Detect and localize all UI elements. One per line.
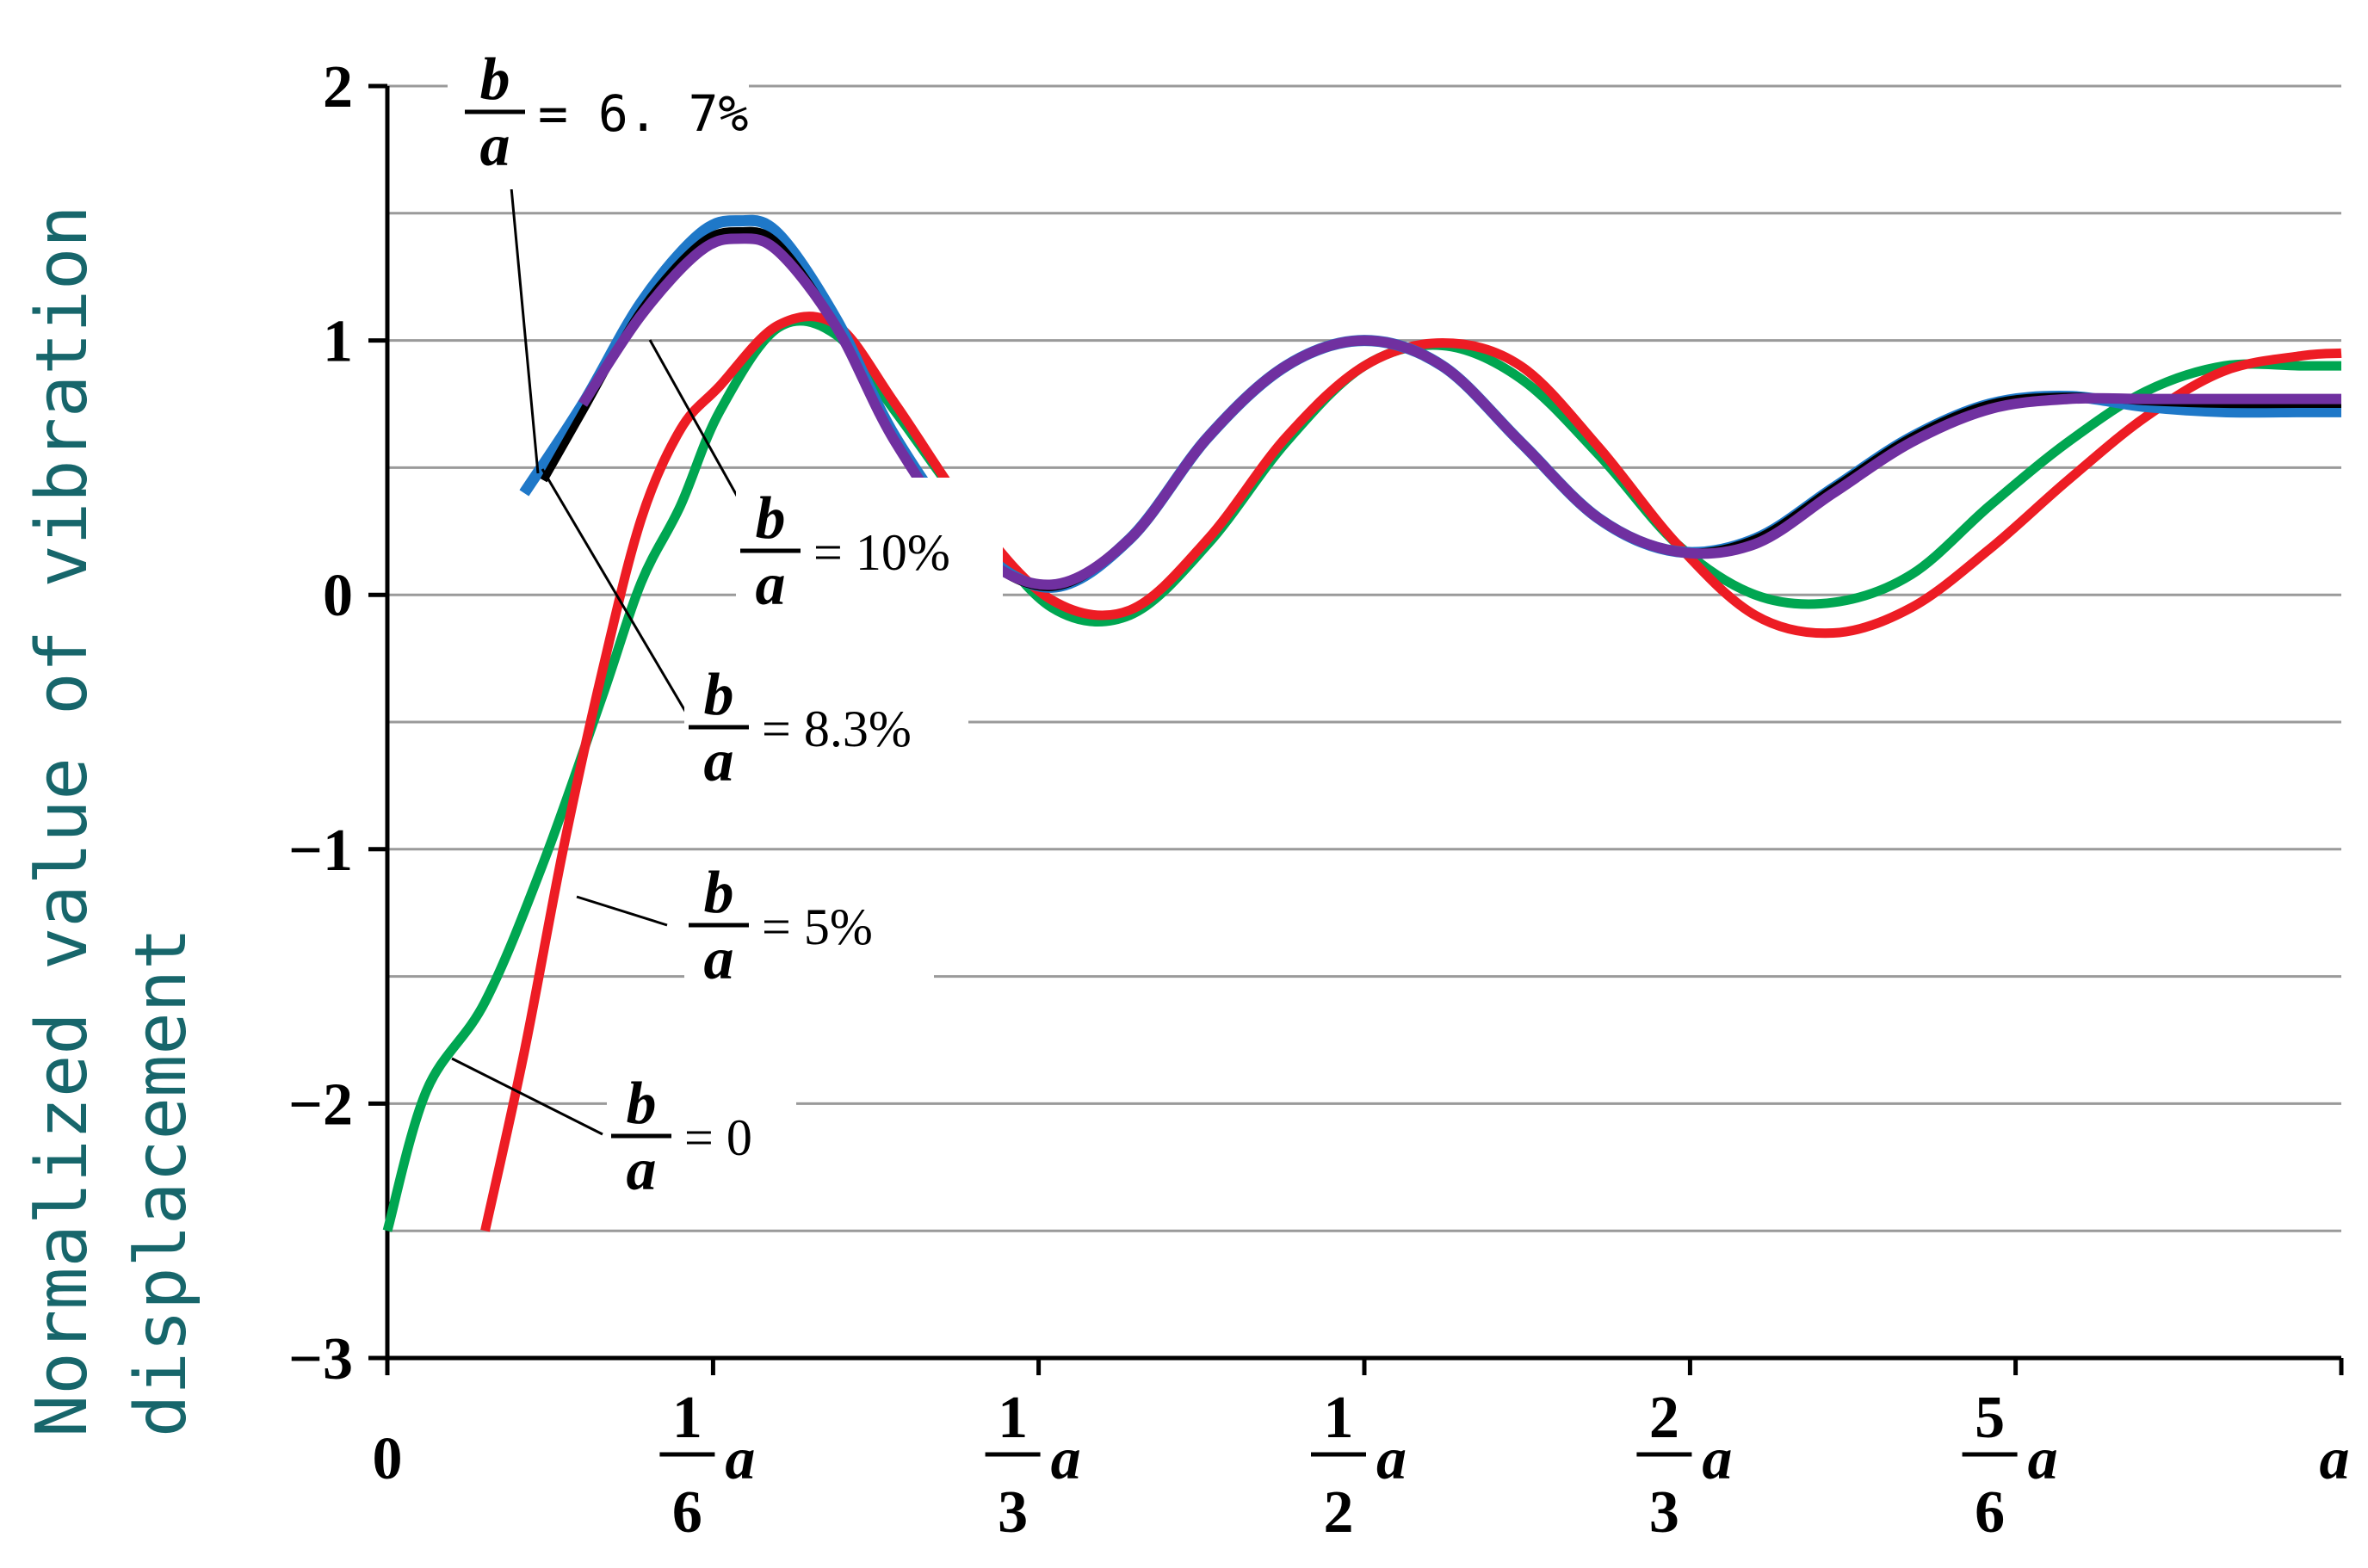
- annotation-denominator: a: [627, 1137, 657, 1203]
- annotation-denominator: a: [704, 926, 734, 992]
- annotation-background: [448, 43, 749, 189]
- y-tick-labels: 2 1 0 −1 −2 −3: [288, 54, 353, 1392]
- x-tick-denominator: 6: [672, 1479, 702, 1546]
- annotation-leader-line: [576, 895, 668, 927]
- y-axis-label-line: displacement: [121, 928, 202, 1437]
- x-tick-numerator: 1: [998, 1385, 1028, 1451]
- series-group: [382, 214, 2342, 1232]
- series-line-4: [578, 233, 2341, 590]
- annotation-leader-line: [506, 150, 540, 474]
- x-tick-label: 0: [373, 1426, 403, 1492]
- x-tick-numerator: 1: [1324, 1385, 1354, 1451]
- x-tick-denominator: 3: [1649, 1479, 1679, 1546]
- x-tick-numerator: 2: [1649, 1385, 1679, 1451]
- annotation-value-text: = 10%: [813, 524, 950, 581]
- x-tick-suffix: a: [1702, 1426, 1732, 1492]
- annotation-denominator: a: [704, 728, 734, 794]
- annotation-value-text: = 5%: [762, 898, 873, 955]
- y-tick-label: −2: [288, 1071, 353, 1138]
- x-tick-denominator: 3: [998, 1479, 1028, 1546]
- annotation-value-text: = 8.3%: [762, 701, 912, 757]
- annotation-numerator: b: [480, 46, 510, 113]
- annotation-leader-line: [541, 468, 699, 732]
- y-axis-label-line: Normalized value of vibration: [22, 205, 103, 1437]
- annotation-numerator: b: [756, 485, 786, 552]
- y-tick-label: 2: [323, 54, 353, 120]
- annotation-leader-line: [451, 1057, 603, 1136]
- annotation-numerator: b: [704, 860, 734, 926]
- annotations: ba = 6. 7%ba = 10%ba = 8.3%ba = 5%ba = 0: [448, 43, 1003, 1209]
- annotation-denominator: a: [756, 552, 786, 618]
- x-tick-denominator: 2: [1324, 1479, 1354, 1546]
- annotation-value-text: = 0: [684, 1109, 752, 1166]
- x-tick-numerator: 5: [1975, 1385, 2005, 1451]
- x-tick-suffix: a: [2028, 1426, 2058, 1492]
- annotation-numerator: b: [627, 1071, 657, 1137]
- y-tick-label: −3: [288, 1326, 353, 1392]
- y-tick-label: 1: [323, 309, 353, 375]
- series-line-1: [480, 312, 2342, 1232]
- x-tick-label: a: [2320, 1426, 2350, 1492]
- x-tick-suffix: a: [1051, 1426, 1081, 1492]
- annotation-denominator: a: [480, 113, 510, 179]
- annotation-numerator: b: [704, 662, 734, 728]
- y-tick-label: 0: [323, 563, 353, 629]
- y-axis-label: Normalized value of vibration displacemen…: [22, 205, 202, 1437]
- y-tick-label: −1: [288, 818, 353, 884]
- x-tick-suffix: a: [725, 1426, 755, 1492]
- x-tick-denominator: 6: [1975, 1479, 2005, 1546]
- x-tick-numerator: 1: [672, 1385, 702, 1451]
- axes: [368, 83, 2344, 1375]
- annotation-value-text: = 6. 7%: [538, 84, 748, 143]
- x-tick-suffix: a: [1376, 1426, 1407, 1492]
